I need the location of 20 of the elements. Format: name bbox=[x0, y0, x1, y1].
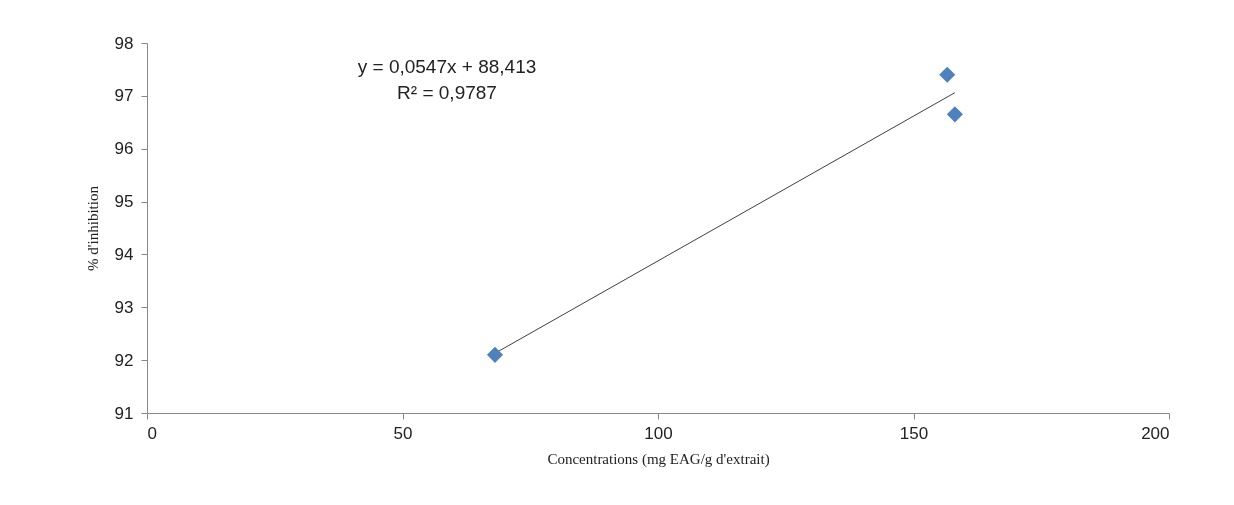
annotation: y = 0,0547x + 88,413 bbox=[357, 56, 537, 77]
y-axis-title: % d'inhibition bbox=[84, 185, 101, 271]
point bbox=[486, 346, 504, 363]
y-tick-label: 93 bbox=[114, 297, 134, 317]
x-tick-label: 200 bbox=[1141, 423, 1170, 443]
y-tick-label: 94 bbox=[114, 244, 134, 264]
y-tick-label: 98 bbox=[114, 33, 134, 53]
y-tick-label: 97 bbox=[114, 86, 134, 106]
y-tick-label: 96 bbox=[114, 139, 134, 159]
y-tick-label: 92 bbox=[114, 350, 134, 370]
x-tick-label: 150 bbox=[899, 423, 929, 443]
y-tick-label: 95 bbox=[114, 192, 134, 212]
x-tick-label: 0 bbox=[147, 423, 157, 443]
x-tick-label: 50 bbox=[393, 423, 413, 443]
point bbox=[946, 106, 963, 123]
point bbox=[939, 66, 956, 83]
annotation: R² = 0,9787 bbox=[397, 82, 497, 103]
x-axis-title: Concentrations (mg EAG/g d'extrait) bbox=[547, 450, 770, 468]
y-tick-label: 91 bbox=[114, 403, 134, 423]
x-tick-label: 100 bbox=[644, 423, 673, 443]
